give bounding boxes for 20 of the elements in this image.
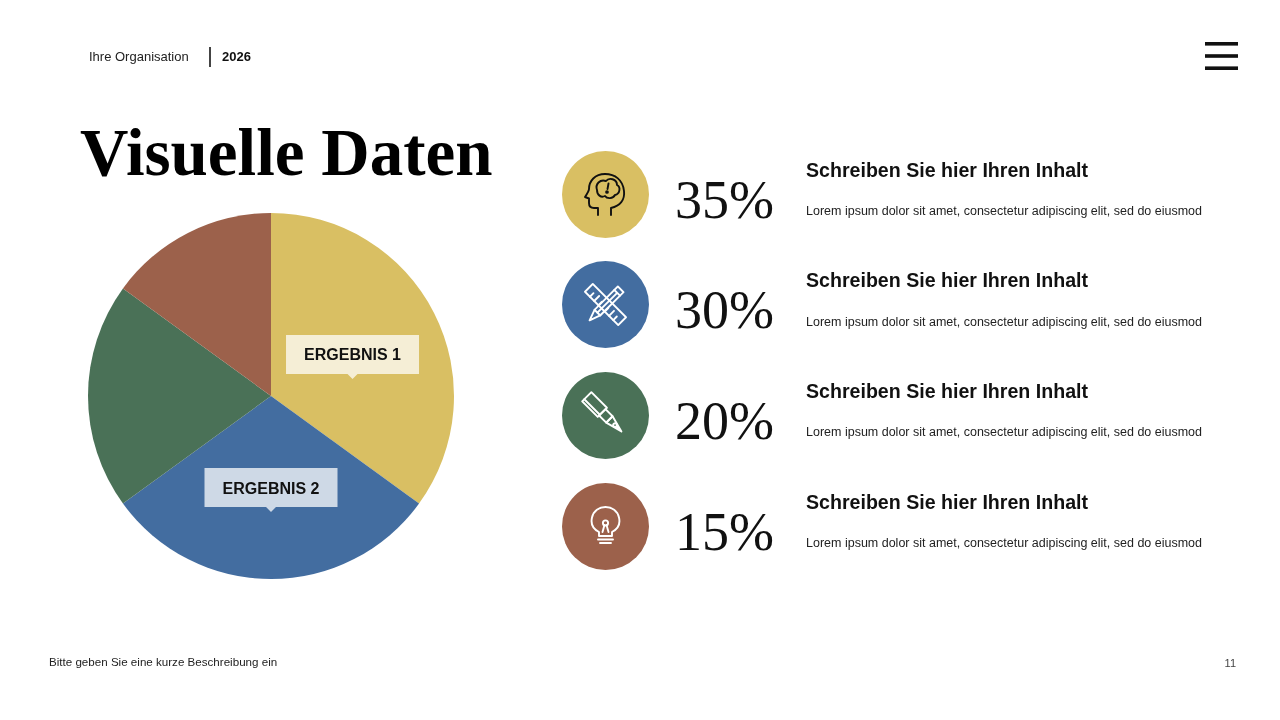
text: 11 bbox=[1224, 657, 1236, 669]
slice-label: ERGEBNIS 2 bbox=[222, 479, 320, 497]
text: Lorem ipsum dolor sit amet, consectetur adipiscing elit, sed do eiusmod bbox=[806, 425, 1203, 440]
text: Schreiben Sie hier Ihren Inhalt bbox=[806, 269, 1089, 292]
text: 20% bbox=[675, 390, 774, 451]
text: Lorem ipsum dolor sit amet, consectetur adipiscing elit, sed do eiusmod bbox=[806, 536, 1203, 551]
text: Schreiben Sie hier Ihren Inhalt bbox=[806, 490, 1089, 513]
text: Bitte geben Sie eine kurze Beschreibung ein bbox=[49, 654, 278, 668]
text: 15% bbox=[675, 501, 774, 562]
text: Ihre Organisation bbox=[89, 49, 189, 64]
text: 2026 bbox=[222, 49, 251, 64]
text: Schreiben Sie hier Ihren Inhalt bbox=[806, 158, 1089, 181]
text: 30% bbox=[675, 280, 774, 341]
text: Lorem ipsum dolor sit amet, consectetur adipiscing elit, sed do eiusmod bbox=[806, 204, 1203, 218]
pie-slice bbox=[122, 213, 271, 396]
chart-title: Visuelle Daten bbox=[80, 115, 493, 189]
slice-label: ERGEBNIS 1 bbox=[304, 346, 402, 364]
text: Schreiben Sie hier Ihren Inhalt bbox=[806, 379, 1089, 402]
text: Lorem ipsum dolor sit amet, consectetur adipiscing elit, sed do eiusmod bbox=[806, 314, 1203, 329]
text: 35% bbox=[675, 169, 774, 230]
